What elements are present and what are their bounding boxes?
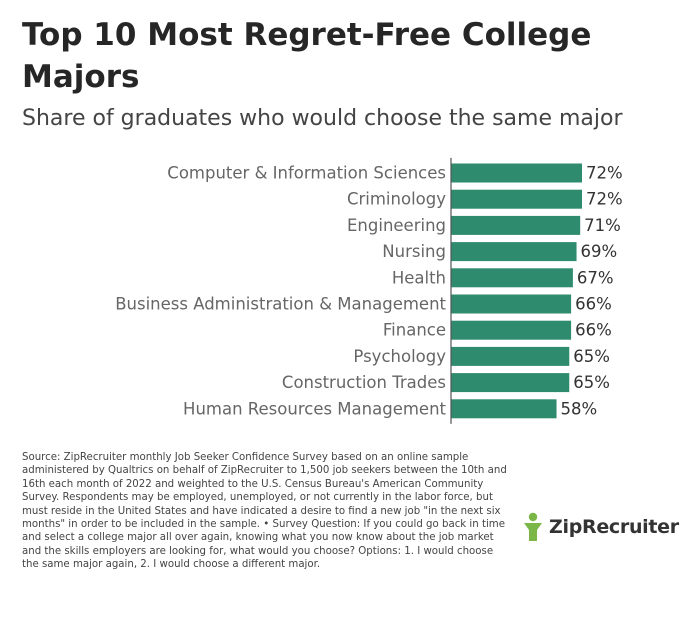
value-label: 66% (575, 321, 612, 340)
bar (451, 189, 582, 209)
ziprecruiter-logo: ZipRecruiter (521, 512, 679, 542)
bar (451, 215, 581, 235)
value-label: 65% (573, 373, 610, 392)
bar (451, 242, 577, 262)
category-label: Psychology (353, 347, 446, 366)
value-label: 66% (575, 295, 612, 314)
bar (451, 320, 572, 340)
value-label: 71% (584, 216, 621, 235)
category-label: Finance (383, 321, 446, 340)
source-note: Source: ZipRecruiter monthly Job Seeker … (22, 452, 507, 571)
bar (451, 268, 573, 288)
category-label: Engineering (347, 216, 446, 235)
value-label: 58% (561, 399, 598, 418)
bar (451, 346, 570, 366)
bar-chart: Computer & Information Sciences 72% Crimin… (115, 157, 623, 424)
category-label: Computer & Information Sciences (167, 164, 446, 183)
ziprecruiter-logo-icon (524, 512, 542, 541)
value-label: 72% (586, 190, 623, 209)
bar (451, 294, 572, 314)
page-title: Top 10 Most Regret-Free College Majors (22, 17, 592, 95)
value-label: 67% (577, 268, 614, 287)
bar (451, 163, 582, 183)
bar-group: Computer & Information Sciences 72% Crimin… (115, 163, 623, 419)
category-label: Human Resources Management (183, 399, 446, 418)
bar (451, 373, 570, 393)
value-label: 69% (581, 242, 618, 261)
category-label: Health (392, 268, 446, 287)
category-label: Nursing (382, 242, 446, 261)
value-label: 72% (586, 164, 623, 183)
bar (451, 399, 557, 419)
category-label: Business Administration & Management (115, 295, 446, 314)
category-label: Criminology (347, 190, 446, 209)
chart-subtitle: Share of graduates who would choose the … (22, 106, 623, 131)
ziprecruiter-logo-text: ZipRecruiter (549, 516, 679, 538)
value-label: 65% (573, 347, 610, 366)
category-label: Construction Trades (282, 373, 446, 392)
